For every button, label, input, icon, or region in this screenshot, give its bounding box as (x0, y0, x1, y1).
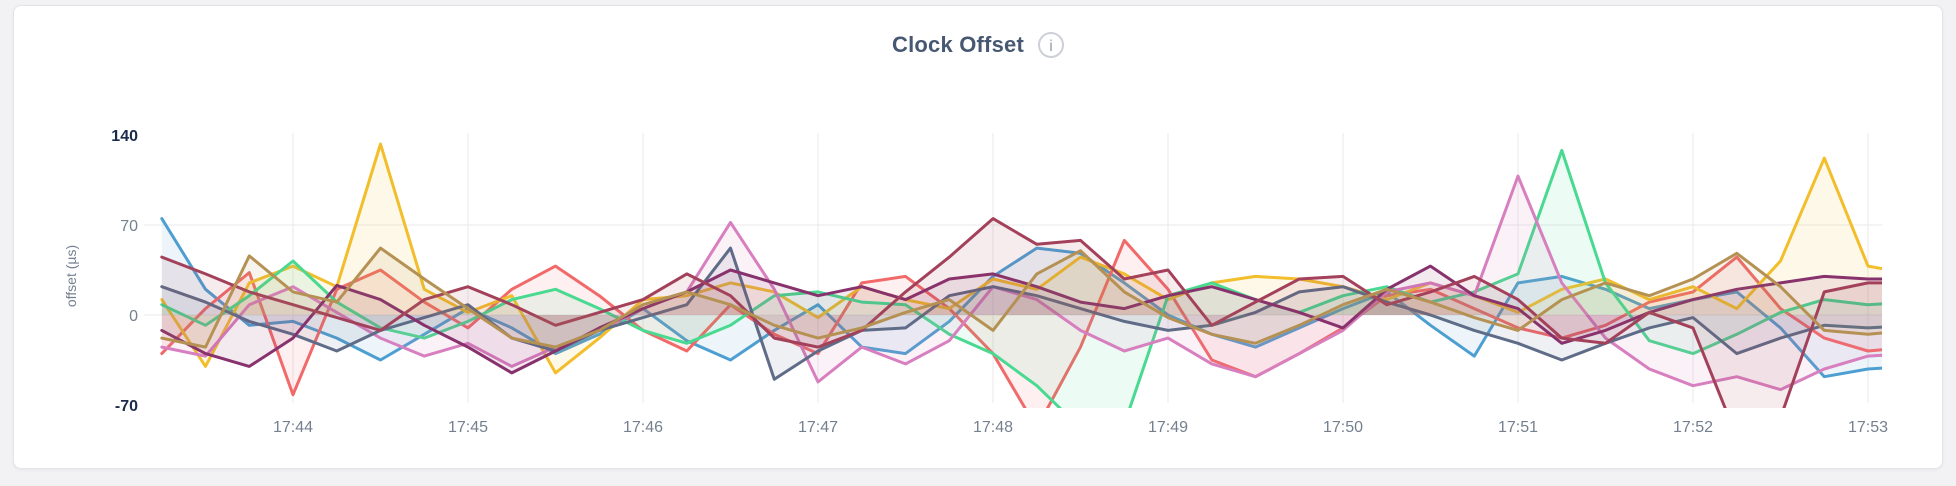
x-tick-label: 17:49 (1148, 419, 1188, 436)
series-line-9 (160, 246, 1882, 349)
series-area-7 (161, 266, 1882, 373)
series-line-6 (160, 246, 1882, 381)
x-tick-label: 17:53 (1848, 419, 1888, 436)
chart-title: Clock Offset (892, 32, 1024, 57)
x-tick-label: 17:51 (1498, 419, 1538, 436)
x-tick-label: 17:48 (973, 419, 1013, 436)
x-tick-label: 17:44 (273, 419, 313, 436)
y-tick-label: 0 (129, 308, 138, 325)
series-line-8 (160, 217, 1882, 408)
series-line-2 (160, 238, 1882, 408)
x-tick-label: 17:50 (1323, 419, 1363, 436)
series-area-2 (161, 240, 1882, 408)
chart-header: Clock Offset i (14, 32, 1942, 58)
series-area-9 (161, 248, 1882, 348)
series-line-5 (160, 174, 1882, 392)
series-line-4 (160, 148, 1882, 408)
series-line-7 (160, 264, 1882, 375)
y-tick-label: 70 (120, 218, 138, 235)
series-line-1 (160, 217, 1882, 379)
x-tick-label: 17:45 (448, 419, 488, 436)
series-area-6 (161, 248, 1882, 380)
x-tick-label: 17:52 (1673, 419, 1713, 436)
x-tick-label: 17:47 (798, 419, 838, 436)
x-tick-label: 17:46 (623, 419, 663, 436)
y-tick-label: -70 (115, 398, 138, 415)
y-tick-label: 140 (111, 128, 138, 145)
series-area-8 (161, 218, 1882, 408)
chart-card: Clock Offset i offset (µs) (13, 5, 1943, 469)
series-area-4 (161, 150, 1882, 408)
info-icon[interactable]: i (1037, 32, 1064, 58)
